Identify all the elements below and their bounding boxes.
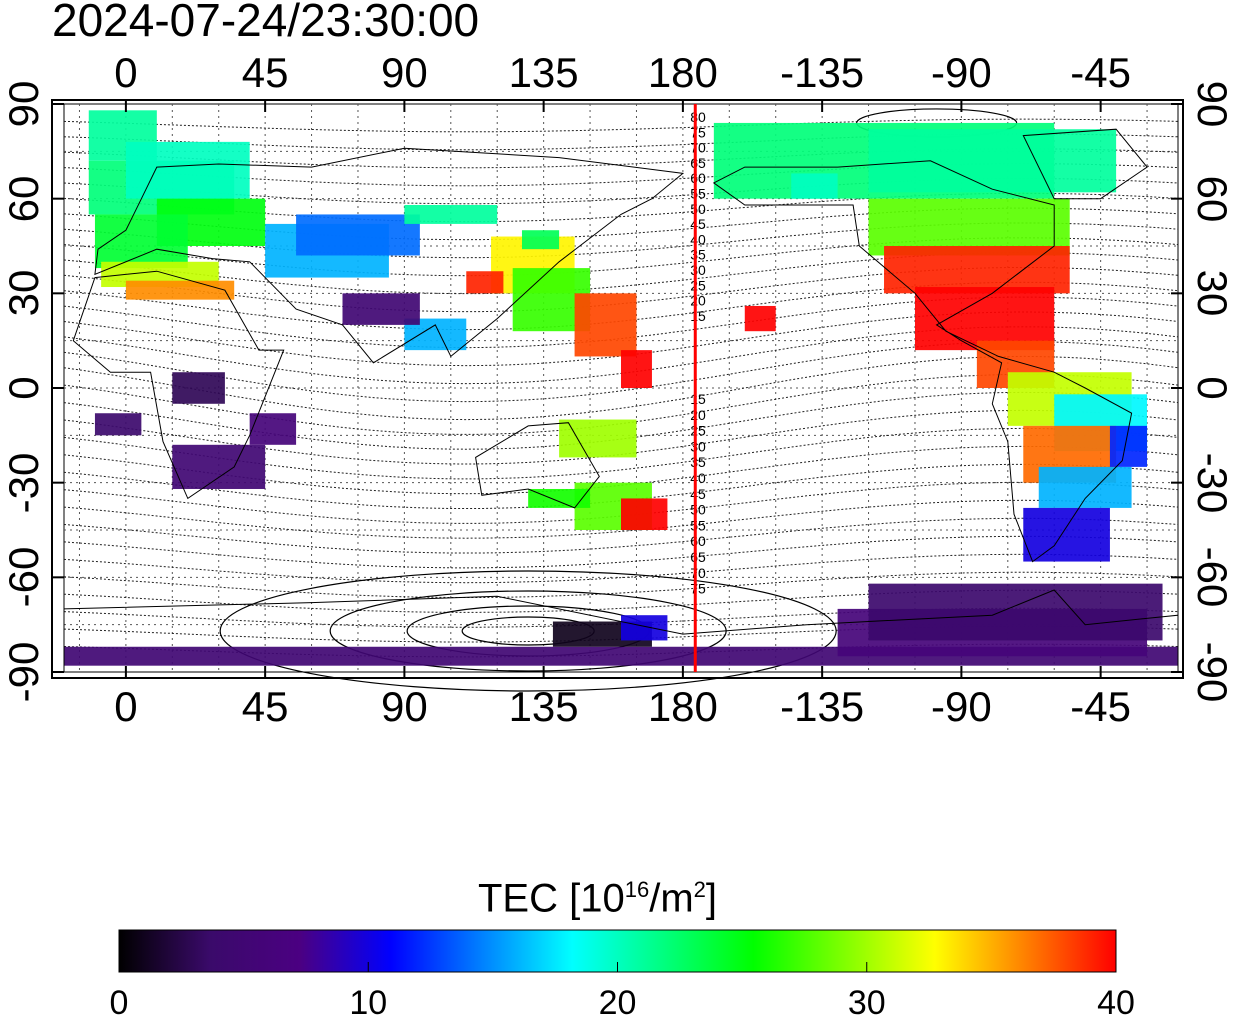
contour-line bbox=[63, 463, 1179, 509]
contour-label: 30 bbox=[690, 438, 706, 454]
tec-patch bbox=[172, 444, 266, 489]
tec-patch bbox=[249, 413, 297, 445]
contour-label: 45 bbox=[690, 216, 706, 232]
lon-label-top: 45 bbox=[241, 49, 289, 96]
lon-label-bottom: 0 bbox=[114, 683, 138, 730]
lon-label-top: -45 bbox=[1070, 49, 1131, 96]
contour-label: 75 bbox=[690, 124, 706, 140]
tec-patch bbox=[621, 615, 668, 641]
tec-patch bbox=[1038, 466, 1132, 508]
contour-ellipse bbox=[219, 570, 837, 692]
contour-label: 15 bbox=[690, 308, 706, 324]
contour-label: 35 bbox=[690, 247, 706, 263]
lon-label-top: 0 bbox=[114, 49, 138, 96]
lon-label-bottom: 135 bbox=[508, 683, 579, 730]
tec-patch bbox=[404, 204, 498, 224]
contour-label: 50 bbox=[690, 502, 706, 518]
contour-label: 20 bbox=[690, 407, 706, 423]
contour-label: 70 bbox=[690, 565, 706, 581]
tec-patch bbox=[466, 271, 504, 294]
colorbar-ticks bbox=[118, 962, 1117, 972]
contour-label: 75 bbox=[690, 581, 706, 597]
tec-patch bbox=[791, 173, 838, 199]
contour-label: 50 bbox=[690, 201, 706, 217]
contour-label: 45 bbox=[690, 486, 706, 502]
tec-patch bbox=[125, 141, 250, 199]
tec-patch bbox=[528, 488, 591, 508]
tec-patch bbox=[574, 293, 637, 357]
lon-label-top: 135 bbox=[508, 49, 579, 96]
lon-label-bottom: 180 bbox=[647, 683, 718, 730]
lon-label-top: -90 bbox=[931, 49, 992, 96]
lon-label-bottom: -135 bbox=[780, 683, 865, 730]
tec-patch bbox=[868, 129, 1117, 193]
contour-label: 20 bbox=[690, 293, 706, 309]
tec-patch bbox=[884, 246, 1070, 294]
tec-patch bbox=[1109, 425, 1148, 467]
coastline bbox=[1022, 128, 1148, 200]
colorbar-tick-label: 30 bbox=[847, 984, 886, 1022]
lon-label-top: 90 bbox=[381, 49, 428, 96]
coastline bbox=[94, 147, 685, 364]
contour-line bbox=[63, 118, 1179, 133]
tec-patch bbox=[172, 372, 225, 404]
contour-line bbox=[63, 427, 1179, 480]
tec-patch bbox=[559, 419, 637, 458]
contour-label: 25 bbox=[690, 423, 706, 439]
coastline bbox=[475, 422, 600, 509]
contour-label: 80 bbox=[690, 109, 706, 125]
tec-patch bbox=[125, 280, 235, 300]
tec-patch bbox=[342, 293, 420, 325]
lon-label-top: -135 bbox=[780, 49, 865, 96]
timestamp-title: 2024-07-24/23:30:00 bbox=[52, 0, 480, 46]
lon-label-top: 180 bbox=[647, 49, 718, 96]
contour-label: 70 bbox=[690, 140, 706, 156]
contour-label: 25 bbox=[690, 277, 706, 293]
colorbar-title: TEC [1016/m2] bbox=[478, 876, 718, 921]
lat-label-right: -90 bbox=[1189, 641, 1235, 703]
tec-patch bbox=[744, 305, 776, 332]
lon-label-bottom: 90 bbox=[381, 683, 428, 730]
tec-patch bbox=[521, 230, 560, 250]
contour-line bbox=[63, 341, 1179, 403]
colorbar-tick-label: 10 bbox=[349, 984, 388, 1022]
colorbar-tick-label: 20 bbox=[598, 984, 637, 1022]
tec-patch bbox=[1023, 507, 1110, 562]
coastline bbox=[712, 160, 1133, 563]
coastline bbox=[72, 270, 285, 500]
contour-label: 60 bbox=[690, 170, 706, 186]
tec-patch bbox=[868, 583, 1163, 641]
contour-label: 55 bbox=[690, 517, 706, 533]
contour-label: 60 bbox=[690, 533, 706, 549]
contour-label: 40 bbox=[690, 470, 706, 486]
tec-patch bbox=[621, 350, 652, 388]
contour-line bbox=[63, 445, 1179, 495]
contour-label: 40 bbox=[690, 231, 706, 247]
contour-line bbox=[63, 553, 1179, 584]
tec-patch bbox=[296, 214, 420, 256]
lon-label-bottom: -45 bbox=[1070, 683, 1131, 730]
lon-label-bottom: -90 bbox=[931, 683, 992, 730]
lon-label-bottom: 45 bbox=[241, 683, 289, 730]
colorbar-tick-label: 0 bbox=[109, 984, 129, 1022]
contour-label: 65 bbox=[690, 549, 706, 565]
tec-patch bbox=[621, 498, 668, 530]
contour-label: 30 bbox=[690, 262, 706, 278]
contour-label: 55 bbox=[690, 186, 706, 202]
lat-label-left: -90 bbox=[0, 641, 47, 703]
tec-patch bbox=[94, 413, 142, 436]
colorbar-tick-label: 40 bbox=[1097, 984, 1135, 1022]
contour-label: 65 bbox=[690, 155, 706, 171]
contour-label: 35 bbox=[690, 454, 706, 470]
contour-label: 15 bbox=[690, 391, 706, 407]
contour-line bbox=[63, 571, 1179, 598]
